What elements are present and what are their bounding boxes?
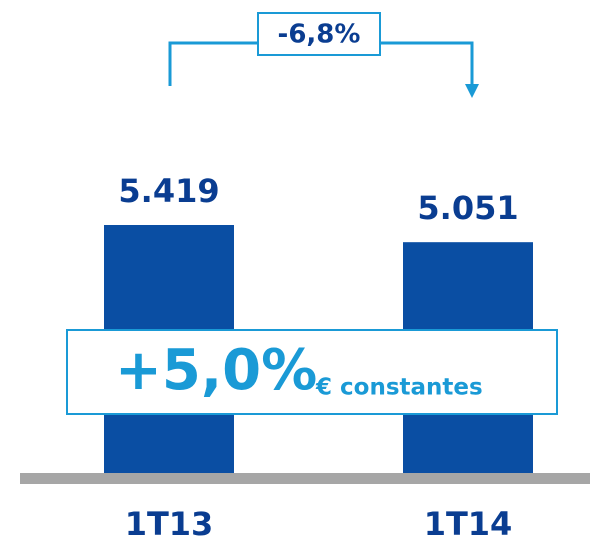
bracket-right bbox=[380, 41, 474, 84]
baseline bbox=[20, 473, 590, 484]
x-tick-label: 1T14 bbox=[424, 505, 513, 542]
value-label: 5.051 bbox=[417, 189, 518, 227]
value-label: 5.419 bbox=[118, 172, 219, 210]
change-label: -6,8% bbox=[278, 20, 361, 50]
constant-change: +5,0% bbox=[115, 338, 317, 403]
arrow-head bbox=[465, 84, 479, 98]
constant-note: € constantes bbox=[315, 375, 483, 401]
bracket-left bbox=[168, 41, 258, 86]
x-tick-label: 1T13 bbox=[125, 505, 214, 542]
change-box bbox=[257, 12, 381, 56]
constant-box bbox=[66, 329, 558, 415]
change-bracket bbox=[168, 41, 474, 86]
